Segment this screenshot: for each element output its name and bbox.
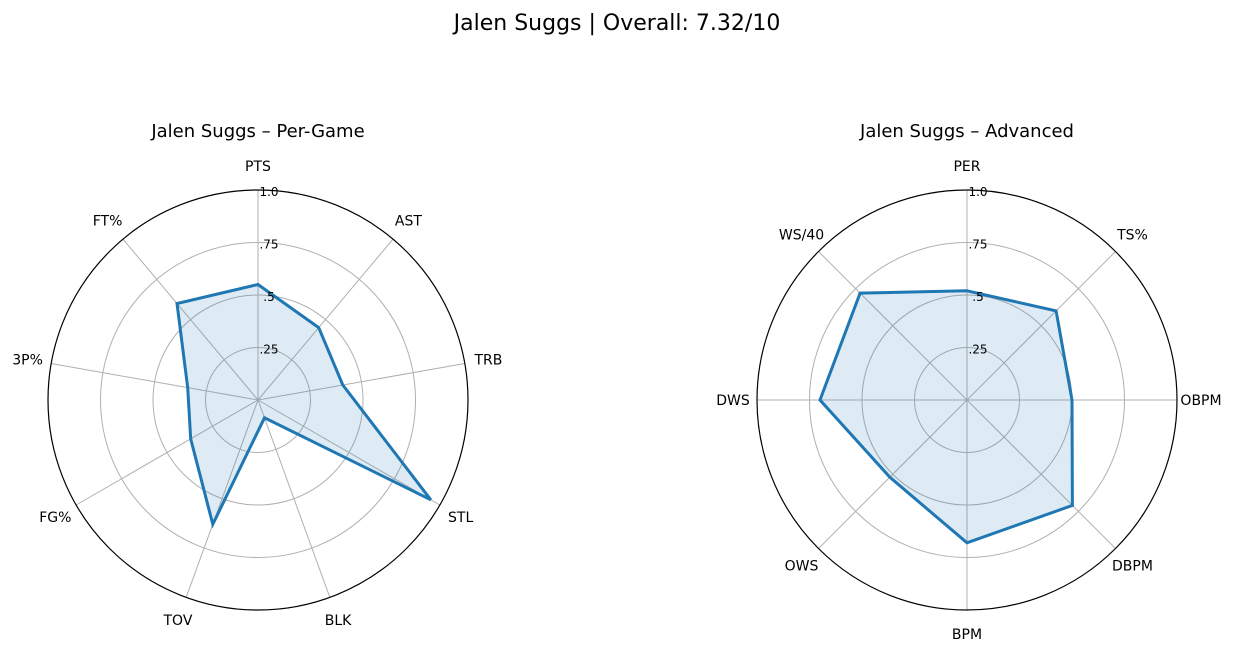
polar-frame: [756, 189, 1178, 611]
r-tick-label: .5: [263, 290, 274, 304]
r-tick-label: 1.0: [968, 185, 987, 199]
axis-label-tov: TOV: [163, 613, 193, 629]
grid-spoke: [966, 399, 1116, 549]
grid-spoke: [257, 238, 394, 401]
series-area: [177, 284, 431, 525]
grid-spoke: [818, 251, 968, 401]
polar-frame: [47, 189, 469, 611]
radar-chart-advanced: Jalen Suggs – Advanced .25 .5 .75 1.0 PER TS%…: [716, 121, 1221, 643]
r-tick-label: .75: [968, 238, 987, 252]
axis-label-dws: DWS: [716, 393, 750, 409]
axis-label-pts: PTS: [245, 159, 271, 175]
r-tick-label: .75: [259, 238, 278, 252]
axis-label-bpm: BPM: [952, 627, 982, 643]
grid-spoke: [257, 399, 441, 506]
chart-title-per-game: Jalen Suggs – Per-Game: [150, 121, 364, 142]
axis-label-trb: TRB: [473, 352, 502, 368]
axis-label-3p-pct: 3P%: [12, 352, 43, 368]
grid-spoke: [257, 363, 465, 401]
axis-label-ows: OWS: [785, 558, 819, 574]
series-area: [820, 290, 1073, 543]
grid-spoke: [75, 399, 259, 506]
grid-spoke: [51, 363, 259, 401]
grid-spoke: [257, 399, 331, 598]
series-line: [175, 282, 432, 529]
axis-label-dbpm: DBPM: [1112, 558, 1153, 574]
grid-spoke: [122, 238, 259, 401]
axis-label-ast: AST: [395, 214, 422, 230]
axis-label-ts-pct: TS%: [1116, 228, 1148, 244]
axis-label-ws-40: WS/40: [779, 228, 824, 244]
axis-label-per: PER: [953, 159, 980, 175]
r-tick-label: .25: [259, 343, 278, 357]
axis-label-blk: BLK: [325, 613, 352, 629]
axis-label-fg-pct: FG%: [39, 510, 71, 526]
axis-label-ft-pct: FT%: [93, 214, 123, 230]
figure-title: Jalen Suggs | Overall: 7.32/10: [452, 11, 781, 36]
r-tick-label: 1.0: [259, 185, 278, 199]
grid-spoke: [185, 399, 259, 598]
axis-label-stl: STL: [448, 510, 473, 526]
chart-title-advanced: Jalen Suggs – Advanced: [859, 121, 1074, 142]
r-tick-label: .25: [968, 343, 987, 357]
radar-chart-per-game: Jalen Suggs – Per-Game .25 .5 .75 1.0 PTS AST…: [12, 121, 502, 629]
r-tick-label: .5: [972, 290, 983, 304]
grid-spoke: [966, 251, 1116, 401]
grid-spoke: [818, 399, 968, 549]
axis-label-obpm: OBPM: [1180, 393, 1221, 409]
